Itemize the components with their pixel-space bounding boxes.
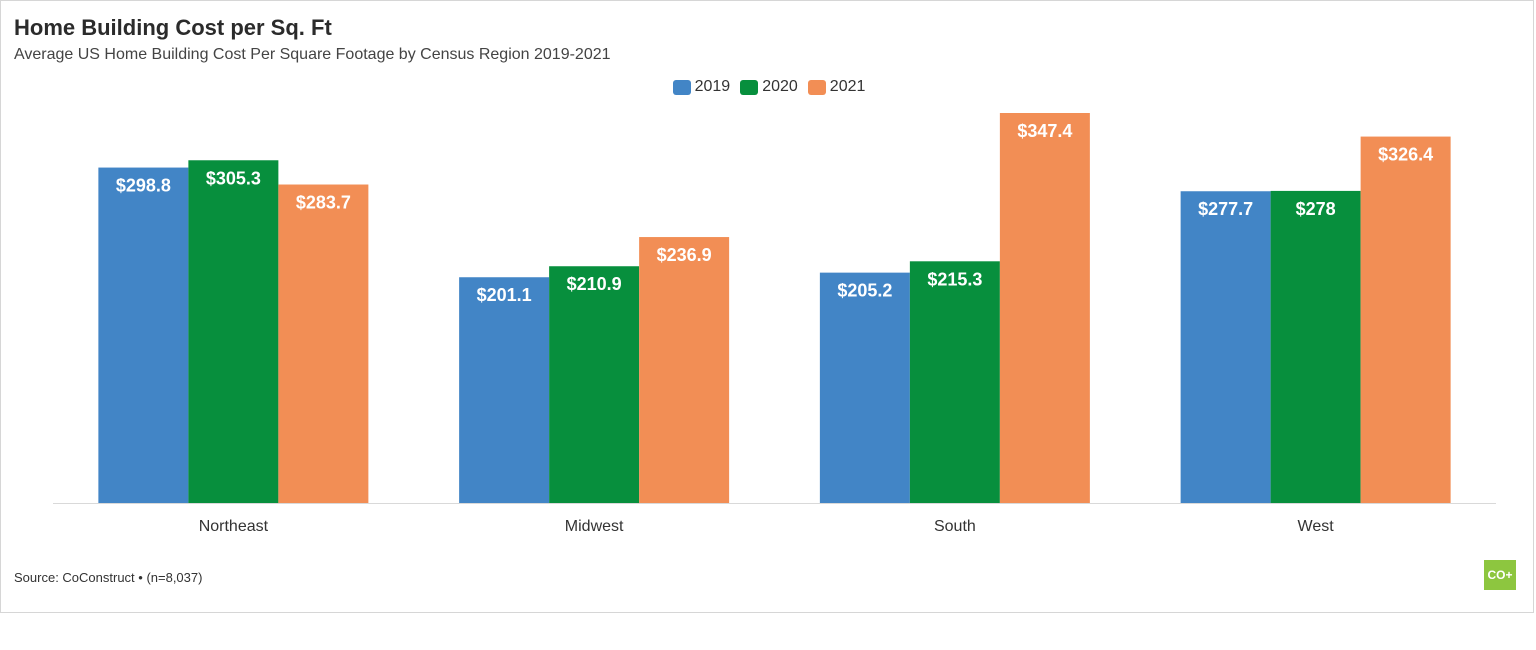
data-label-northeast-2020: $305.3	[206, 168, 261, 188]
legend-swatch-2020	[740, 79, 759, 95]
bar-northeast-2019[interactable]	[98, 167, 189, 504]
data-label-northeast-2019: $298.8	[116, 176, 171, 196]
data-label-midwest-2019: $201.1	[477, 285, 532, 305]
bar-west-2019[interactable]	[1180, 191, 1271, 503]
legend-item-2020[interactable]: 2020	[740, 78, 798, 96]
data-label-west-2019: $277.7	[1198, 199, 1253, 219]
x-tick-label-northeast: Northeast	[199, 518, 269, 535]
legend-label-2019: 2019	[694, 78, 731, 95]
data-label-midwest-2021: $236.9	[657, 245, 712, 265]
legend-swatch-2021	[807, 79, 826, 95]
bar-south-2021[interactable]	[999, 113, 1090, 503]
data-label-midwest-2020: $210.9	[567, 274, 622, 294]
data-label-west-2020: $278	[1296, 199, 1336, 219]
data-label-south-2019: $205.2	[837, 281, 892, 301]
x-tick-label-west: West	[1298, 518, 1335, 535]
data-label-south-2021: $347.4	[1017, 121, 1072, 141]
legend-swatch-2019	[672, 79, 691, 95]
bar-northeast-2021[interactable]	[278, 184, 369, 503]
chart-title: Home Building Cost per Sq. Ft	[14, 15, 332, 40]
bar-midwest-2021[interactable]	[639, 237, 730, 503]
coconstruct-logo: CO+	[1484, 560, 1516, 590]
data-label-northeast-2021: $283.7	[296, 193, 351, 213]
x-tick-label-midwest: Midwest	[565, 518, 624, 535]
legend-item-2021[interactable]: 2021	[807, 78, 866, 96]
bar-northeast-2020[interactable]	[188, 160, 279, 504]
chart-subtitle: Average US Home Building Cost Per Square…	[14, 46, 611, 63]
bar-west-2021[interactable]	[1360, 136, 1451, 503]
x-tick-label-south: South	[934, 518, 976, 535]
legend: 2019 2020 2021	[1, 78, 1536, 96]
legend-label-2020: 2020	[762, 78, 798, 95]
legend-label-2021: 2021	[829, 78, 866, 95]
source-note: Source: CoConstruct • (n=8,037)	[14, 570, 203, 585]
data-label-west-2021: $326.4	[1378, 145, 1433, 165]
bar-south-2020[interactable]	[909, 261, 1000, 503]
bar-midwest-2019[interactable]	[459, 277, 550, 503]
bar-south-2019[interactable]	[819, 272, 910, 503]
data-label-south-2020: $215.3	[927, 269, 982, 289]
bar-midwest-2020[interactable]	[549, 266, 640, 503]
legend-item-2019[interactable]: 2019	[672, 78, 731, 96]
bar-chart: $298.8 $305.3 $283.7 Northeast $201.1 $210.9 $…	[53, 113, 1496, 535]
bar-west-2020[interactable]	[1270, 190, 1361, 503]
